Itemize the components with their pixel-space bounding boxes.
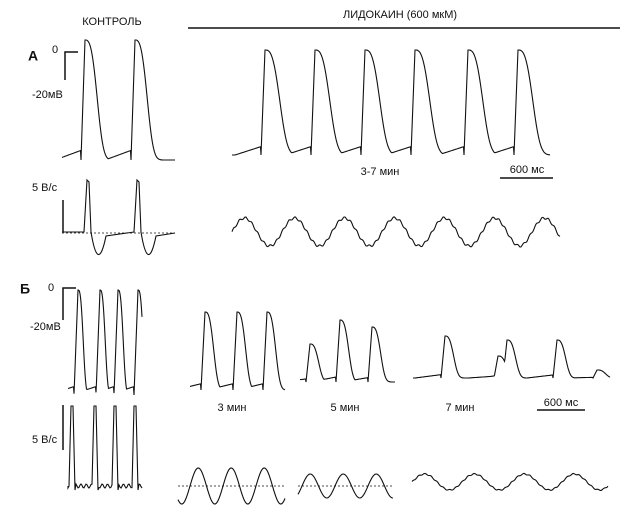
trace [177, 467, 286, 505]
time-scale: 600 мс [510, 164, 545, 176]
trace [413, 335, 611, 379]
voltage-scale: -20мВ [30, 321, 61, 333]
rate-scale: 5 В/с [32, 182, 58, 194]
trace [67, 405, 143, 491]
voltage-scale: -20мВ [32, 89, 63, 101]
trace [67, 289, 143, 396]
panel-label: Б [20, 281, 30, 297]
time-label: 3-7 мин [361, 166, 400, 178]
trace [411, 472, 609, 492]
time-scale: 600 мс [544, 397, 579, 409]
voltage-zero: 0 [48, 282, 54, 294]
time-label: 5 мин [331, 402, 360, 414]
time-label: 3 мин [218, 402, 247, 414]
trace [189, 311, 286, 391]
control-header: КОНТРОЛЬ [82, 16, 141, 28]
voltage-zero: 0 [52, 44, 58, 56]
time-label: 7 мин [446, 402, 475, 414]
trace [297, 473, 394, 499]
trace [62, 178, 176, 256]
voltage-scale-bar [64, 51, 78, 80]
trace [231, 216, 561, 248]
trace [61, 39, 175, 161]
trace [232, 49, 551, 156]
drug-header: ЛИДОКАИН (600 мкМ) [343, 9, 457, 21]
voltage-scale-bar [62, 287, 76, 320]
panel-label: А [28, 48, 38, 64]
trace [299, 319, 395, 383]
rate-scale: 5 В/с [32, 434, 58, 446]
